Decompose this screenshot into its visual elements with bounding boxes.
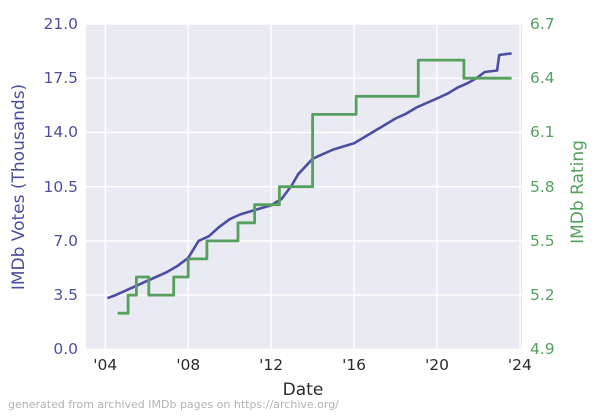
left-axis-tick: 17.5 [43, 69, 78, 88]
left-axis-tick: 0.0 [53, 340, 78, 359]
right-axis-tick: 4.9 [530, 340, 555, 359]
left-axis-title: IMDb Votes (Thousands) [9, 83, 29, 291]
x-axis-tick: '08 [176, 356, 201, 374]
right-axis-title: IMDb Rating [568, 140, 588, 244]
right-axis-tick: 6.1 [530, 123, 555, 142]
right-axis-tick: 5.8 [530, 177, 555, 196]
x-axis-tick: '04 [93, 356, 118, 374]
x-axis-title: Date [282, 380, 324, 400]
rating-line [117, 58, 512, 315]
right-axis-tick: 6.4 [530, 69, 555, 88]
right-axis-tick: 5.5 [530, 231, 555, 250]
x-axis-tick: '24 [507, 356, 532, 374]
left-axis-tick: 14.0 [43, 123, 78, 142]
x-axis-tick: '16 [342, 356, 367, 374]
left-axis-tick: 7.0 [53, 231, 78, 250]
left-axis-tick: 10.5 [43, 177, 78, 196]
caption: generated from archived IMDb pages on ht… [8, 398, 339, 411]
left-axis-tick: 21.0 [43, 15, 78, 33]
right-axis-tick: 6.7 [530, 15, 555, 33]
x-axis-tick: '20 [424, 356, 449, 374]
right-axis-tick: 5.2 [530, 286, 555, 305]
x-axis-tick: '12 [259, 356, 284, 374]
left-axis-tick: 3.5 [53, 286, 78, 305]
